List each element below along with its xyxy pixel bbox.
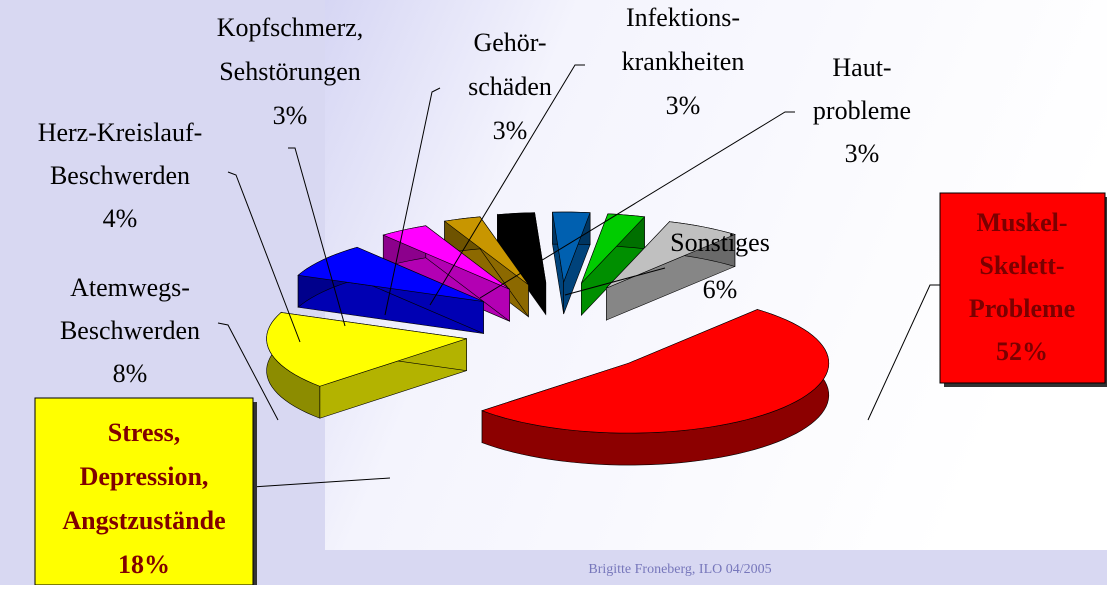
value-label: 6% (703, 275, 738, 304)
slice-label: Beschwerden (50, 161, 190, 190)
slice-label: Sonstiges (670, 228, 770, 257)
leader-line (479, 111, 795, 299)
pie-slice (581, 213, 646, 316)
leader-line (227, 171, 301, 343)
slice-top (581, 213, 646, 284)
slice-label: Sehstörungen (219, 57, 361, 86)
slice-label: Gehör- (473, 28, 546, 57)
footer: Brigitte Froneberg, ILO 04/2005 (588, 562, 771, 577)
slice-top (266, 312, 467, 387)
leader-line (429, 64, 585, 306)
slice-label: schäden (468, 72, 552, 101)
slice-label: Kopfschmerz, (217, 13, 364, 42)
slice-top (297, 246, 484, 302)
value-label: 3% (493, 116, 528, 145)
slice-label: Stress, (108, 418, 180, 447)
slice-label: Angstzustände (62, 506, 225, 535)
leader-line (564, 267, 666, 296)
label-box (939, 192, 1106, 384)
leader-line (252, 477, 391, 488)
slice-label: probleme (813, 96, 911, 125)
slice-top (481, 309, 830, 434)
pie-slice (606, 220, 736, 321)
leader-line (384, 87, 441, 316)
slice-label: Skelett- (979, 251, 1064, 280)
value-label: 3% (273, 101, 308, 130)
slice-top (552, 211, 591, 284)
value-label: 3% (666, 91, 701, 120)
slice-label: Beschwerden (60, 316, 200, 345)
slice-label: Depression, (80, 462, 209, 491)
value-label: 18% (118, 550, 170, 579)
slice-label: Infektions- (626, 3, 740, 32)
pie-slice (297, 246, 484, 334)
slice-label: Haut- (832, 53, 891, 82)
slice-top (382, 225, 510, 290)
value-label: 52% (996, 337, 1048, 366)
pie-slice (552, 211, 591, 315)
leader-line (288, 147, 346, 327)
slice-label: Probleme (969, 294, 1075, 323)
pie-slice (266, 311, 467, 419)
slice-label: Atemwegs- (70, 273, 190, 302)
slice-top (443, 216, 529, 285)
value-label: 8% (113, 359, 148, 388)
slice-label: krankheiten (622, 47, 745, 76)
leader-line (867, 284, 940, 421)
slice-label: Muskel- (977, 208, 1068, 237)
pie-slice (481, 309, 830, 466)
slice-top (606, 221, 736, 289)
value-label: 3% (845, 139, 880, 168)
slice-label: Herz-Kreislauf- (38, 118, 203, 147)
leader-line (217, 322, 279, 421)
value-label: 4% (103, 204, 138, 233)
label-box (34, 397, 254, 586)
